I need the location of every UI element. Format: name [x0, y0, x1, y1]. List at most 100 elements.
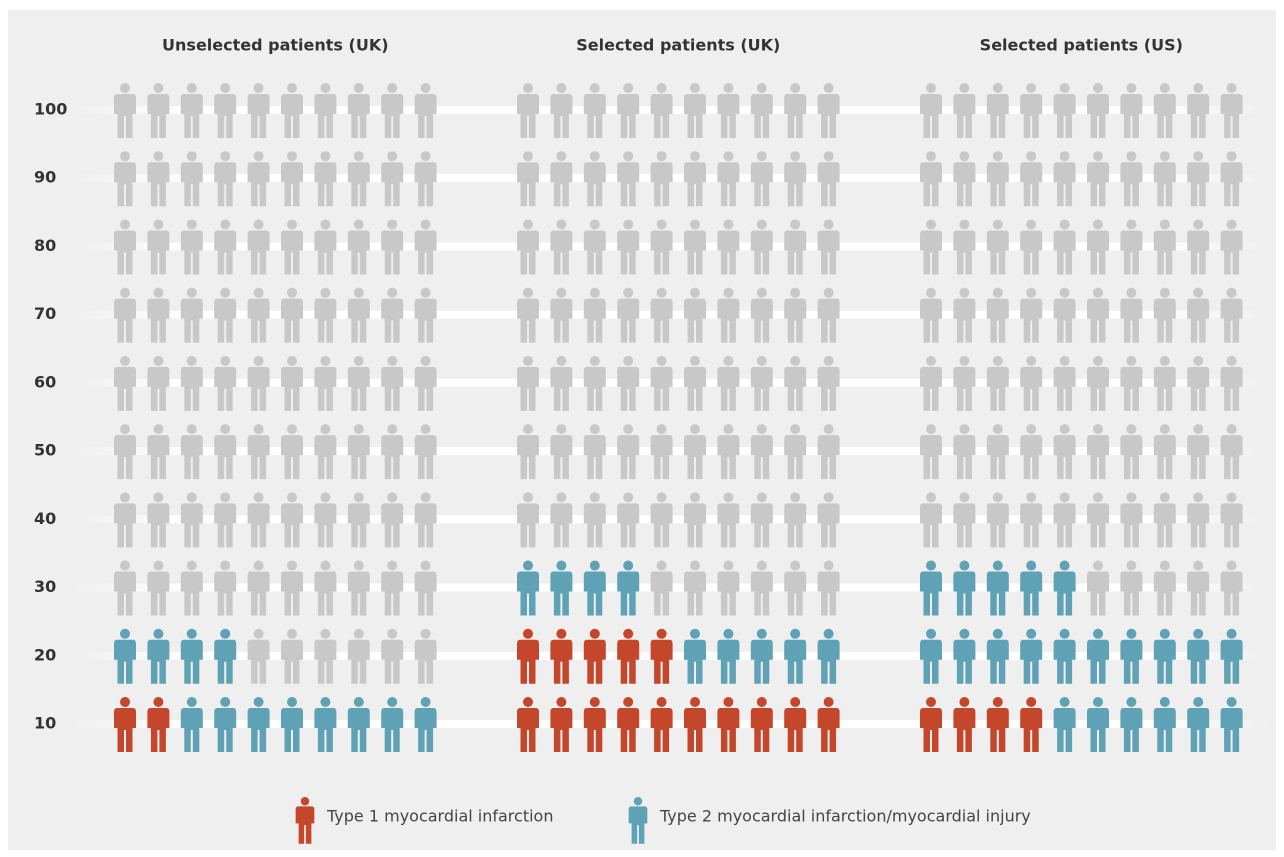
icon-head — [1126, 219, 1137, 230]
icon-head — [656, 424, 667, 435]
icon-body — [684, 366, 706, 411]
icon-body — [583, 571, 606, 616]
rest-icon — [784, 83, 807, 138]
icon — [180, 628, 203, 684]
icon-head — [690, 219, 700, 230]
icon-head — [1226, 424, 1237, 435]
rest-icon — [281, 151, 303, 207]
icon-body — [920, 571, 942, 616]
rest-icon — [314, 560, 337, 616]
rest-icon — [381, 83, 404, 138]
icon-body — [214, 708, 237, 752]
icon-head — [153, 219, 164, 230]
icon-body — [550, 708, 573, 752]
rest-icon — [1087, 287, 1109, 343]
icon-body — [784, 639, 807, 684]
rest-icon — [414, 560, 437, 616]
icon-head — [387, 628, 398, 639]
icon-body — [1053, 503, 1076, 548]
icon-body — [247, 162, 270, 207]
icon-body — [247, 708, 270, 752]
rest-icon — [414, 355, 437, 411]
rest-icon — [550, 424, 573, 480]
rest-icon — [750, 287, 773, 343]
icon-head — [1193, 424, 1204, 435]
icon-body — [920, 162, 942, 207]
icon — [684, 628, 706, 684]
icon-body — [414, 230, 437, 275]
icon-head — [756, 424, 767, 435]
rest-icon — [953, 424, 976, 480]
icon-head — [287, 287, 297, 298]
icon-head — [556, 560, 567, 571]
icon-head — [959, 151, 970, 162]
rest-icon — [314, 151, 337, 207]
icon-head — [1026, 560, 1037, 571]
icon-body — [920, 708, 942, 752]
rest-icon — [986, 83, 1009, 138]
icon-head — [690, 628, 700, 639]
icon-head — [1059, 287, 1070, 298]
icon-body — [180, 571, 203, 616]
icon-body — [347, 435, 370, 480]
icon-head — [1126, 151, 1137, 162]
icon — [1187, 628, 1210, 684]
rest-icon — [684, 492, 706, 548]
rest-icon — [583, 219, 606, 275]
icon-body — [953, 162, 976, 207]
icon-body — [1153, 435, 1176, 480]
icon — [1053, 628, 1076, 684]
icon-head — [756, 560, 767, 571]
rest-icon — [247, 628, 270, 684]
icon-body — [684, 162, 706, 207]
y-tick-label: 50 — [34, 441, 56, 460]
rest-icon — [1187, 83, 1210, 138]
icon-head — [823, 628, 834, 639]
icon-body — [684, 94, 706, 138]
icon-body — [583, 639, 606, 684]
icon-head — [1193, 287, 1204, 298]
icon-head — [623, 287, 634, 298]
icon-head — [1093, 219, 1103, 230]
rest-icon — [717, 424, 740, 480]
icon — [953, 628, 976, 684]
icon-head — [353, 83, 364, 93]
rest-icon — [1020, 219, 1043, 275]
rest-icon — [114, 424, 136, 480]
icon-body — [684, 708, 706, 752]
icon-body — [1053, 298, 1076, 343]
icon-body — [281, 639, 303, 684]
rest-icon — [750, 560, 773, 616]
rest-icon — [180, 287, 203, 343]
icon-head — [823, 355, 834, 366]
icon — [214, 697, 237, 752]
icon-body — [920, 639, 942, 684]
icon-head — [589, 697, 600, 707]
icon-head — [1193, 151, 1204, 162]
icon-head — [690, 697, 700, 707]
icon — [281, 697, 303, 752]
rest-icon — [414, 151, 437, 207]
icon-head — [1126, 424, 1137, 435]
icon-head — [790, 83, 801, 93]
rest-icon — [381, 628, 404, 684]
rest-icon — [717, 492, 740, 548]
rest-icon — [147, 492, 170, 548]
icon-head — [623, 83, 634, 93]
icon-body — [147, 230, 170, 275]
series-icons — [920, 560, 1243, 752]
icon-head — [1226, 151, 1237, 162]
panel-title: Selected patients (UK) — [576, 36, 780, 55]
rest-icon — [1053, 355, 1076, 411]
icon-head — [790, 355, 801, 366]
icon-head — [353, 697, 364, 707]
icon-body — [214, 366, 237, 411]
rest-icon — [1120, 560, 1143, 616]
icon-body — [986, 708, 1009, 752]
legend-icon — [628, 797, 648, 844]
icon-body — [1053, 571, 1076, 616]
rest-icon — [617, 219, 640, 275]
icon — [617, 697, 640, 752]
rest-icon — [1053, 219, 1076, 275]
icon-head — [1059, 219, 1070, 230]
